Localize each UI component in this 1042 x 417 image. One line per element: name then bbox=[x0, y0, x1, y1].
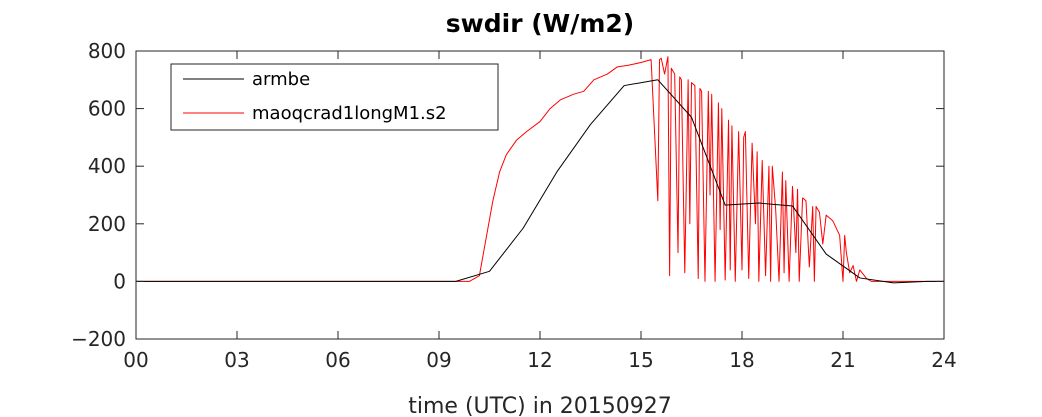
legend-label: armbe bbox=[252, 69, 310, 90]
legend-box bbox=[170, 63, 499, 131]
x-tick-label: 15 bbox=[628, 348, 653, 372]
legend-label: maoqcrad1longM1.s2 bbox=[252, 103, 447, 124]
legend-items: armbe maoqcrad1longM1.s2 bbox=[183, 69, 447, 124]
y-tick-label: −200 bbox=[71, 327, 126, 351]
y-tick-label: 600 bbox=[88, 97, 126, 121]
x-tick-label: 03 bbox=[224, 348, 249, 372]
x-tick-label: 06 bbox=[325, 348, 350, 372]
series-layer bbox=[136, 56, 944, 284]
y-tick-label: 200 bbox=[88, 212, 126, 236]
y-tick-label: 0 bbox=[113, 269, 126, 293]
ticks-layer: 00 03 06 09 12 15 18 21 24 −200 0 200 400 600 800 bbox=[71, 39, 957, 372]
y-tick-label: 400 bbox=[88, 154, 126, 178]
legend: armbe maoqcrad1longM1.s2 bbox=[170, 63, 499, 131]
x-tick-label: 00 bbox=[123, 348, 148, 372]
x-tick-label: 09 bbox=[426, 348, 451, 372]
x-axis-label: time (UTC) in 20150927 bbox=[408, 394, 672, 417]
x-tick-label: 12 bbox=[527, 348, 552, 372]
y-tick-label: 800 bbox=[88, 39, 126, 63]
x-tick-label: 24 bbox=[931, 348, 956, 372]
series-line-maoqcrad1longm1-s2 bbox=[136, 56, 944, 282]
chart-title: swdir (W/m2) bbox=[446, 9, 634, 38]
x-tick-label: 21 bbox=[830, 348, 855, 372]
x-tick-label: 18 bbox=[729, 348, 754, 372]
series-line-armbe bbox=[136, 79, 944, 284]
